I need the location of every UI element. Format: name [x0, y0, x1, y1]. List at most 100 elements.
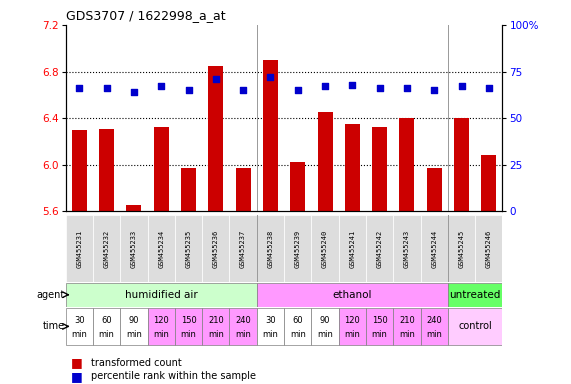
Text: min: min: [290, 330, 305, 339]
Text: min: min: [427, 330, 442, 339]
Bar: [421, 215, 448, 282]
Bar: [311, 215, 339, 282]
Bar: [448, 215, 475, 282]
Text: min: min: [153, 330, 169, 339]
Bar: [93, 308, 120, 345]
Bar: [393, 215, 421, 282]
Point: [239, 87, 248, 93]
Bar: [202, 308, 230, 345]
Bar: [230, 215, 257, 282]
Bar: [475, 215, 502, 282]
Bar: [93, 215, 120, 282]
Bar: [448, 308, 502, 345]
Bar: [66, 215, 93, 282]
Bar: [448, 283, 502, 307]
Bar: [147, 215, 175, 282]
Bar: [175, 308, 202, 345]
Bar: [230, 308, 257, 345]
Text: min: min: [208, 330, 224, 339]
Text: GSM455238: GSM455238: [267, 230, 274, 268]
Bar: [257, 215, 284, 282]
Bar: [421, 308, 448, 345]
Point: [320, 83, 329, 89]
Bar: [72, 130, 87, 211]
Text: GSM455236: GSM455236: [213, 230, 219, 268]
Bar: [284, 215, 311, 282]
Text: control: control: [459, 321, 492, 331]
Bar: [263, 60, 278, 211]
Point: [156, 83, 166, 89]
Bar: [284, 308, 311, 345]
Bar: [147, 308, 175, 345]
Text: 90: 90: [128, 316, 139, 325]
Bar: [257, 283, 448, 307]
Point: [266, 74, 275, 80]
Text: GSM455233: GSM455233: [131, 230, 137, 268]
Text: 210: 210: [208, 316, 224, 325]
Text: GSM455240: GSM455240: [322, 230, 328, 268]
Bar: [339, 215, 366, 282]
Bar: [345, 124, 360, 211]
Text: GSM455232: GSM455232: [103, 230, 110, 268]
Text: min: min: [180, 330, 196, 339]
Bar: [202, 215, 230, 282]
Text: min: min: [235, 330, 251, 339]
Text: 150: 150: [180, 316, 196, 325]
Bar: [481, 155, 496, 211]
Text: GSM455231: GSM455231: [77, 230, 82, 268]
Bar: [236, 168, 251, 211]
Point: [403, 85, 412, 91]
Bar: [175, 215, 202, 282]
Bar: [154, 127, 168, 211]
Text: time: time: [43, 321, 65, 331]
Bar: [400, 118, 415, 211]
Text: GSM455244: GSM455244: [431, 230, 437, 268]
Bar: [366, 308, 393, 345]
Point: [375, 85, 384, 91]
Text: ■: ■: [71, 370, 83, 383]
Point: [457, 83, 466, 89]
Text: 240: 240: [235, 316, 251, 325]
Text: transformed count: transformed count: [91, 358, 182, 368]
Text: agent: agent: [37, 290, 65, 300]
Text: 60: 60: [292, 316, 303, 325]
Text: 30: 30: [74, 316, 85, 325]
Text: 60: 60: [101, 316, 112, 325]
Text: 120: 120: [154, 316, 169, 325]
Point: [102, 85, 111, 91]
Text: humidified air: humidified air: [125, 290, 198, 300]
Bar: [366, 215, 393, 282]
Text: min: min: [372, 330, 388, 339]
Bar: [372, 127, 387, 211]
Bar: [208, 66, 223, 211]
Text: 30: 30: [265, 316, 276, 325]
Text: GSM455237: GSM455237: [240, 230, 246, 268]
Point: [484, 85, 493, 91]
Bar: [290, 162, 305, 211]
Text: 240: 240: [427, 316, 442, 325]
Bar: [120, 308, 147, 345]
Text: GSM455234: GSM455234: [158, 230, 164, 268]
Text: 210: 210: [399, 316, 415, 325]
Bar: [454, 118, 469, 211]
Point: [75, 85, 84, 91]
Bar: [393, 308, 421, 345]
Text: 150: 150: [372, 316, 388, 325]
Text: GSM455241: GSM455241: [349, 230, 355, 268]
Bar: [120, 215, 147, 282]
Text: min: min: [344, 330, 360, 339]
Bar: [257, 308, 284, 345]
Bar: [126, 205, 142, 211]
Bar: [427, 168, 442, 211]
Text: percentile rank within the sample: percentile rank within the sample: [91, 371, 256, 381]
Text: GSM455245: GSM455245: [459, 230, 465, 268]
Point: [348, 81, 357, 88]
Bar: [339, 308, 366, 345]
Text: GSM455239: GSM455239: [295, 230, 301, 268]
Bar: [317, 112, 332, 211]
Text: 90: 90: [320, 316, 330, 325]
Point: [293, 87, 302, 93]
Point: [130, 89, 139, 95]
Text: ■: ■: [71, 356, 83, 369]
Text: min: min: [126, 330, 142, 339]
